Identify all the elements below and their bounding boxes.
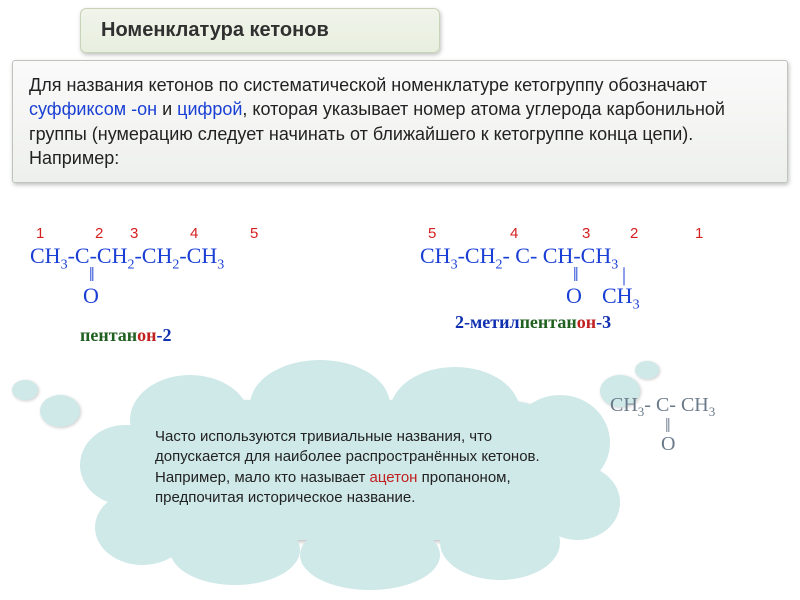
name1-num: -2 — [157, 325, 172, 345]
desc-suffix: суффиксом -он — [29, 99, 157, 119]
name1-suf: он — [137, 325, 156, 345]
acetone-formula: CH3- C- CH3 ‖ O — [610, 395, 715, 454]
carbon-number: 5 — [428, 225, 436, 242]
description-box: Для названия кетонов по систематической … — [12, 60, 788, 183]
carbon-number: 2 — [630, 225, 638, 242]
formula2-dbond: ‖ — [573, 267, 579, 283]
acetone-oxygen: O — [661, 434, 715, 454]
name2-pref: 2-метил — [455, 312, 520, 332]
cloud-acetone: ацетон — [370, 469, 418, 486]
cloud-bump — [440, 505, 560, 580]
acetone-line: CH3- C- CH3 — [610, 395, 715, 418]
carbon-number: 3 — [130, 225, 138, 242]
name2-num: -3 — [596, 312, 611, 332]
cloud-tail-bubble — [40, 395, 80, 427]
cloud-bump — [300, 520, 440, 590]
formula1-main: CH3-C-CH2-CH2-CH3 — [30, 243, 224, 273]
name2-suf: он — [577, 312, 596, 332]
desc-p1: Для названия кетонов по систематической … — [29, 75, 707, 95]
carbon-number: 2 — [95, 225, 103, 242]
name2-mid: пентан — [520, 312, 577, 332]
carbon-number: 1 — [36, 225, 44, 242]
name-pentanone: пентанон-2 — [80, 325, 172, 346]
formula2-methyl: CH3 — [602, 283, 640, 313]
cloud-text: Часто используются тривиальные названия,… — [155, 427, 560, 508]
acetone-dbond: ‖ — [665, 418, 715, 434]
carbon-number: 4 — [510, 225, 518, 242]
carbon-number: 3 — [582, 225, 590, 242]
desc-and: и — [157, 99, 177, 119]
carbon-number: 4 — [190, 225, 198, 242]
formula2-oxygen: O — [566, 283, 582, 309]
carbon-number: 5 — [250, 225, 258, 242]
title-box: Номенклатура кетонов — [80, 8, 440, 53]
name1-pref: пентан — [80, 325, 137, 345]
formula1-dbond: ‖ — [89, 267, 95, 283]
formula1-oxygen: O — [83, 283, 99, 309]
title-text: Номенклатура кетонов — [101, 19, 329, 41]
desc-digit: цифрой — [177, 99, 242, 119]
cloud-tail-bubble — [12, 380, 38, 400]
name-methylpentanone: 2-метилпентанон-3 — [455, 312, 611, 333]
cloud-tail-bubble — [635, 361, 659, 379]
formula2-main: CH3-CH2- C- CH-CH3 — [420, 243, 618, 273]
cloud-callout: Часто используются тривиальные названия,… — [70, 355, 630, 585]
formula2-sbond: | — [622, 267, 626, 283]
carbon-number: 1 — [695, 225, 703, 242]
